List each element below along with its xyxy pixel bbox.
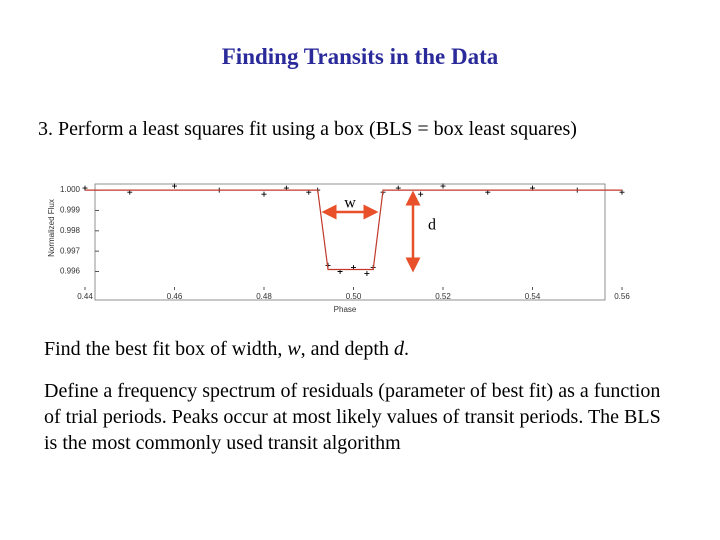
x-tick-label: 0.52 xyxy=(435,292,451,301)
y-tick-label: 0.996 xyxy=(60,267,81,276)
paragraph: Define a frequency spectrum of residuals… xyxy=(44,380,661,454)
x-axis-label: Phase xyxy=(334,305,357,314)
model-line xyxy=(85,189,622,271)
plot-frame xyxy=(94,183,606,301)
data-point xyxy=(364,271,370,277)
x-tick-label: 0.44 xyxy=(77,292,93,301)
data-point xyxy=(172,183,177,189)
y-axis-label: Normalized Flux xyxy=(47,199,56,257)
y-tick-label: 0.998 xyxy=(60,226,81,235)
chart: Normalized Flux Phase w d 1.000 0.999 0.99… xyxy=(47,183,630,314)
x-tick-label: 0.46 xyxy=(167,292,183,301)
annotation: d xyxy=(428,217,436,234)
y-tick-label: 1.000 xyxy=(60,185,81,194)
text: . xyxy=(403,338,409,360)
data-point xyxy=(261,191,267,197)
text: w xyxy=(287,338,301,360)
text: d xyxy=(393,338,404,360)
y-tick-label: 0.999 xyxy=(60,206,81,215)
paragraph: Find the best fit box of width, w, and d… xyxy=(44,338,694,361)
slide-title: Finding Transits in the Data xyxy=(221,44,499,69)
x-tick-label: 0.48 xyxy=(256,292,272,301)
annotation: w xyxy=(344,195,356,212)
text: , and depth xyxy=(300,338,394,360)
text: Find the best fit box of width, xyxy=(44,338,288,360)
x-tick-label: 0.56 xyxy=(614,292,630,301)
x-tick-label: 0.54 xyxy=(525,292,541,301)
y-tick-label: 0.997 xyxy=(60,246,81,255)
x-tick-label: 0.50 xyxy=(346,292,362,301)
data-point xyxy=(418,191,424,197)
step-text: 3. Perform a least squares fit using a b… xyxy=(38,118,577,140)
data-point xyxy=(440,183,446,189)
